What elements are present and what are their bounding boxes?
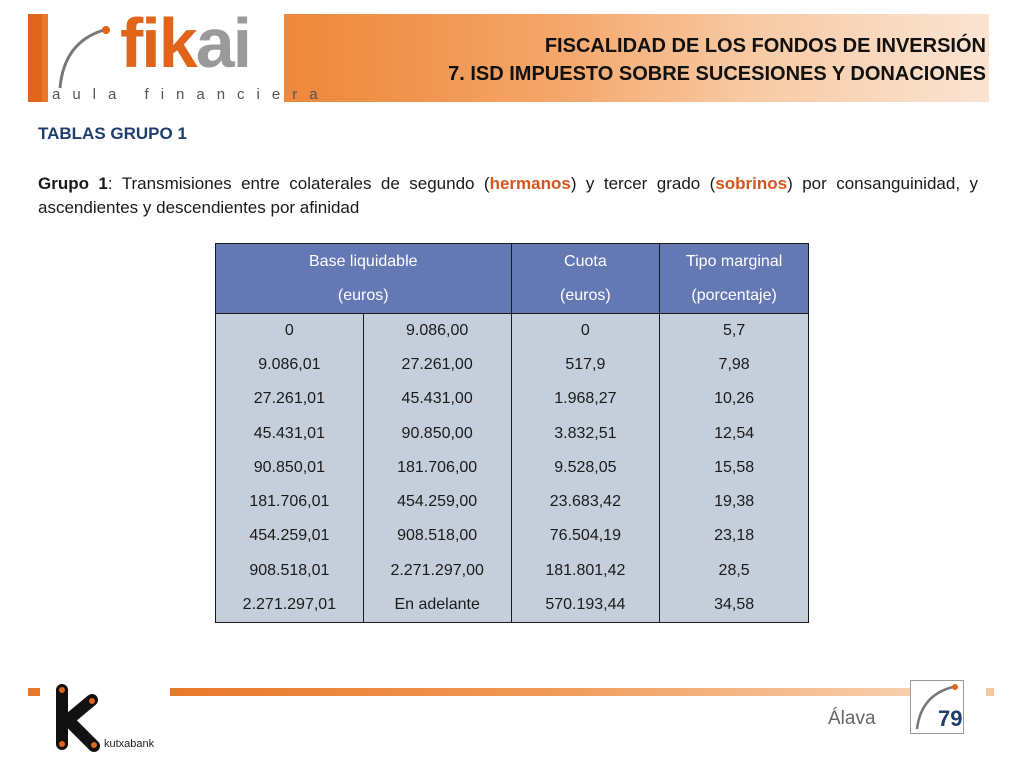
- table-header-row: Base liquidable (euros) Cuota (euros) Ti…: [215, 243, 809, 314]
- title-line-2: 7. ISD IMPUESTO SOBRE SUCESIONES Y DONAC…: [448, 63, 986, 85]
- cell-base-to: 27.261,00: [362, 347, 512, 383]
- intro-highlight-sobrinos: sobrinos: [715, 174, 788, 193]
- table-row: 45.431,01 90.850,00 3.832,51 12,54: [215, 416, 809, 451]
- footer-accent-right: [986, 688, 994, 696]
- page-number: 79: [938, 706, 963, 731]
- region-label: Álava: [828, 708, 876, 729]
- intro-label: Grupo 1: [38, 174, 108, 193]
- intro-text-1: : Transmisiones entre colaterales de seg…: [107, 174, 490, 193]
- page-title: FISCALIDAD DE LOS FONDOS DE INVERSIÓN 7.…: [448, 32, 986, 88]
- table-row: 0 9.086,00 0 5,7: [215, 313, 809, 348]
- cell-cuota: 181.801,42: [510, 553, 661, 588]
- corner-arc-icon: [915, 684, 958, 730]
- footer-bar: [170, 688, 930, 696]
- cell-base-from: 45.431,01: [215, 416, 364, 451]
- cell-base-to: En adelante: [362, 587, 512, 623]
- tax-rate-table: Base liquidable (euros) Cuota (euros) Ti…: [215, 243, 809, 623]
- cell-cuota: 517,9: [510, 347, 661, 383]
- kutxabank-k-icon: [56, 684, 100, 752]
- fikai-corner-logo: [910, 680, 964, 734]
- cell-base-from: 9.086,01: [215, 347, 364, 383]
- cell-base-to: 45.431,00: [362, 382, 512, 417]
- logo-arc-icon: [58, 26, 110, 89]
- logo-wordmark-ai: ai: [195, 4, 252, 82]
- header-stripe: [28, 14, 42, 102]
- header-base-liquidable: Base liquidable (euros): [215, 243, 512, 314]
- kutxabank-wordmark: kutxabank: [104, 738, 155, 750]
- cell-cuota: 1.968,27: [510, 382, 661, 417]
- cell-tipo: 34,58: [659, 587, 809, 623]
- table-row: 181.706,01 454.259,00 23.683,42 19,38: [215, 484, 809, 520]
- cell-tipo: 7,98: [659, 347, 809, 383]
- cell-cuota: 570.193,44: [510, 587, 661, 623]
- section-heading: TABLAS GRUPO 1: [38, 124, 187, 143]
- cell-base-to: 908.518,00: [362, 519, 512, 554]
- cell-tipo: 10,26: [659, 382, 809, 417]
- title-line-1: FISCALIDAD DE LOS FONDOS DE INVERSIÓN: [544, 35, 986, 57]
- table-row: 9.086,01 27.261,00 517,9 7,98: [215, 347, 809, 383]
- cell-tipo: 12,54: [659, 416, 809, 451]
- header-cuota-line1: Cuota: [564, 252, 607, 270]
- logo-wordmark: fikai: [120, 8, 252, 78]
- cell-base-to: 2.271.297,00: [362, 553, 512, 588]
- cell-tipo: 23,18: [659, 519, 809, 554]
- cell-base-from: 0: [215, 313, 364, 348]
- header-tipo-marginal: Tipo marginal (porcentaje): [659, 243, 809, 314]
- cell-cuota: 9.528,05: [510, 450, 661, 485]
- table-row: 2.271.297,01 En adelante 570.193,44 34,5…: [215, 587, 809, 623]
- logo-wordmark-fik: fik: [120, 4, 198, 82]
- cell-cuota: 23.683,42: [510, 484, 661, 520]
- table-row: 27.261,01 45.431,00 1.968,27 10,26: [215, 382, 809, 417]
- cell-tipo: 28,5: [659, 553, 809, 588]
- cell-cuota: 0: [510, 313, 661, 348]
- cell-base-from: 2.271.297,01: [215, 587, 364, 623]
- cell-base-from: 454.259,01: [215, 519, 364, 554]
- cell-cuota: 3.832,51: [510, 416, 661, 451]
- cell-base-from: 90.850,01: [215, 450, 364, 485]
- intro-paragraph: Grupo 1: Transmisiones entre colaterales…: [38, 172, 978, 220]
- header-tipo-line2: (porcentaje): [691, 286, 777, 304]
- header-base-line1: Base liquidable: [309, 252, 418, 270]
- table-row: 90.850,01 181.706,00 9.528,05 15,58: [215, 450, 809, 485]
- cell-base-to: 90.850,00: [362, 416, 512, 451]
- cell-base-from: 181.706,01: [215, 484, 364, 520]
- table-row: 908.518,01 2.271.297,00 181.801,42 28,5: [215, 553, 809, 588]
- header-base-line2: (euros): [337, 286, 389, 304]
- cell-tipo: 15,58: [659, 450, 809, 485]
- fikai-logo: fikai aula financiera: [48, 8, 330, 103]
- cell-tipo: 5,7: [659, 313, 809, 348]
- cell-cuota: 76.504,19: [510, 519, 661, 554]
- cell-base-from: 27.261,01: [215, 382, 364, 417]
- footer-accent-left: [28, 688, 40, 696]
- cell-base-to: 181.706,00: [362, 450, 512, 485]
- intro-highlight-hermanos: hermanos: [489, 174, 571, 193]
- cell-base-to: 9.086,00: [362, 313, 512, 348]
- cell-base-from: 908.518,01: [215, 553, 364, 588]
- header-tipo-line1: Tipo marginal: [685, 252, 783, 270]
- table-row: 454.259,01 908.518,00 76.504,19 23,18: [215, 519, 809, 554]
- intro-text-2: ) y tercer grado (: [570, 174, 716, 193]
- header-cuota-line2: (euros): [560, 286, 611, 304]
- cell-tipo: 19,38: [659, 484, 809, 520]
- header-cuota: Cuota (euros): [510, 243, 661, 314]
- logo-subtitle: aula financiera: [52, 86, 330, 103]
- intro-text-3: ) por consanguinidad, y ascendientes y d…: [38, 174, 978, 217]
- cell-base-to: 454.259,00: [362, 484, 512, 520]
